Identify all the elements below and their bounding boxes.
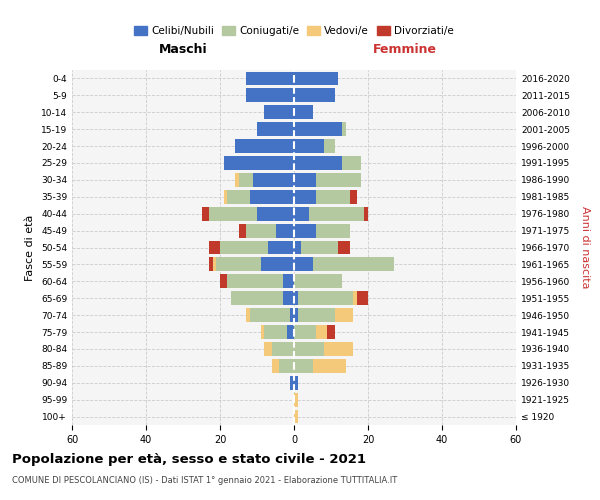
Bar: [294, 292, 298, 305]
Bar: [316, 173, 361, 187]
Bar: [294, 342, 323, 356]
Bar: [364, 207, 368, 220]
Bar: [220, 274, 227, 288]
Bar: [283, 292, 294, 305]
Bar: [220, 240, 268, 254]
Bar: [272, 359, 279, 373]
Text: COMUNE DI PESCOLANCIANO (IS) - Dati ISTAT 1° gennaio 2021 - Elaborazione TUTTITA: COMUNE DI PESCOLANCIANO (IS) - Dati ISTA…: [12, 476, 397, 485]
Bar: [294, 224, 316, 237]
Bar: [227, 190, 250, 203]
Bar: [250, 190, 294, 203]
Bar: [294, 274, 342, 288]
Bar: [239, 224, 246, 237]
Bar: [246, 72, 294, 86]
Bar: [257, 207, 294, 220]
Bar: [224, 156, 294, 170]
Bar: [316, 325, 328, 339]
Bar: [294, 139, 323, 153]
Bar: [246, 308, 250, 322]
Bar: [279, 359, 294, 373]
Bar: [316, 224, 349, 237]
Bar: [294, 207, 309, 220]
Bar: [294, 392, 298, 406]
Bar: [309, 207, 364, 220]
Bar: [239, 173, 253, 187]
Bar: [253, 173, 294, 187]
Bar: [349, 190, 357, 203]
Bar: [260, 258, 294, 272]
Bar: [294, 410, 298, 424]
Bar: [294, 258, 313, 272]
Bar: [287, 325, 294, 339]
Bar: [338, 240, 349, 254]
Bar: [316, 190, 349, 203]
Bar: [290, 308, 294, 322]
Bar: [313, 258, 394, 272]
Legend: Celibi/Nubili, Coniugati/e, Vedovi/e, Divorziati/e: Celibi/Nubili, Coniugati/e, Vedovi/e, Di…: [130, 22, 458, 40]
Bar: [275, 224, 294, 237]
Bar: [294, 359, 313, 373]
Bar: [283, 274, 294, 288]
Y-axis label: Fasce di età: Fasce di età: [25, 214, 35, 280]
Bar: [294, 308, 298, 322]
Bar: [246, 224, 275, 237]
Bar: [260, 325, 265, 339]
Text: Femmine: Femmine: [373, 43, 437, 56]
Bar: [202, 207, 209, 220]
Bar: [216, 258, 260, 272]
Bar: [265, 342, 272, 356]
Bar: [209, 240, 220, 254]
Bar: [265, 106, 294, 119]
Bar: [298, 292, 353, 305]
Bar: [246, 88, 294, 102]
Bar: [357, 292, 368, 305]
Bar: [294, 190, 316, 203]
Bar: [272, 342, 294, 356]
Bar: [294, 122, 342, 136]
Bar: [294, 72, 338, 86]
Bar: [342, 122, 346, 136]
Bar: [235, 173, 239, 187]
Y-axis label: Anni di nascita: Anni di nascita: [580, 206, 590, 289]
Bar: [313, 359, 346, 373]
Bar: [294, 173, 316, 187]
Bar: [265, 325, 287, 339]
Bar: [290, 376, 294, 390]
Bar: [227, 274, 283, 288]
Bar: [268, 240, 294, 254]
Bar: [342, 156, 361, 170]
Bar: [209, 207, 257, 220]
Bar: [257, 122, 294, 136]
Bar: [250, 308, 290, 322]
Bar: [294, 156, 342, 170]
Bar: [301, 240, 338, 254]
Bar: [294, 106, 313, 119]
Text: Popolazione per età, sesso e stato civile - 2021: Popolazione per età, sesso e stato civil…: [12, 452, 366, 466]
Bar: [212, 258, 217, 272]
Bar: [353, 292, 357, 305]
Bar: [294, 376, 298, 390]
Text: Maschi: Maschi: [158, 43, 208, 56]
Bar: [235, 139, 294, 153]
Bar: [224, 190, 227, 203]
Bar: [294, 240, 301, 254]
Bar: [335, 308, 353, 322]
Bar: [323, 139, 335, 153]
Bar: [231, 292, 283, 305]
Bar: [298, 308, 335, 322]
Bar: [328, 325, 335, 339]
Bar: [209, 258, 212, 272]
Bar: [294, 88, 335, 102]
Bar: [294, 325, 316, 339]
Bar: [323, 342, 353, 356]
